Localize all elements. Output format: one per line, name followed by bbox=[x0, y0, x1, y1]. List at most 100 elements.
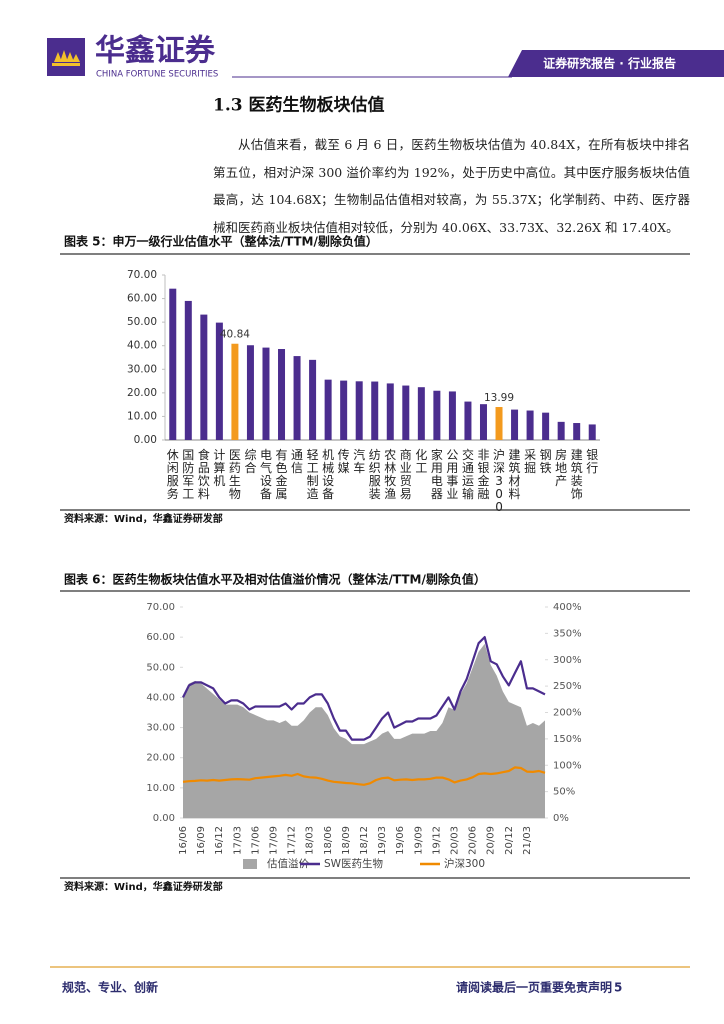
x-tick-label: 17/09 bbox=[269, 826, 280, 855]
logo-icon bbox=[54, 50, 80, 62]
x-tick-label: 纺织服装 bbox=[369, 448, 381, 501]
page-number: 5 bbox=[614, 981, 622, 995]
y-tick-label: 70.00 bbox=[127, 269, 157, 281]
x-tick-label: 采掘 bbox=[524, 448, 536, 475]
x-tick-label: 公用事业 bbox=[446, 448, 458, 501]
y-tick-label: 10.00 bbox=[146, 783, 175, 794]
x-tick-label: 传媒 bbox=[338, 447, 350, 475]
y-tick-label: 20.00 bbox=[127, 387, 157, 399]
y-tick-label: 60.00 bbox=[146, 632, 175, 643]
bar bbox=[557, 421, 565, 440]
bar bbox=[262, 347, 270, 440]
footer-disclaimer: 请阅读最后一页重要免责声明 bbox=[456, 980, 612, 995]
header-band bbox=[508, 50, 724, 77]
bar bbox=[526, 410, 534, 440]
bar bbox=[309, 359, 317, 440]
x-tick-label: 银行 bbox=[586, 448, 598, 475]
y-tick-label: 40.00 bbox=[127, 340, 157, 352]
x-tick-label: 20/09 bbox=[486, 826, 497, 855]
x-tick-label: 建筑装饰 bbox=[571, 448, 583, 501]
area bbox=[183, 643, 545, 818]
y-tick-label: 50.00 bbox=[127, 316, 157, 328]
x-tick-label: 19/03 bbox=[377, 826, 388, 855]
y-tick-label: 30.00 bbox=[146, 723, 175, 734]
y-tick-label: 50.00 bbox=[146, 662, 175, 673]
x-tick-label: 18/12 bbox=[359, 826, 370, 855]
bar bbox=[448, 391, 456, 440]
y-tick-label: 0.00 bbox=[153, 813, 175, 824]
y-tick-label: 60.00 bbox=[127, 293, 157, 305]
x-tick-label: 交通运输 bbox=[462, 447, 474, 501]
bar bbox=[246, 345, 254, 440]
footer-slogan: 规范、专业、创新 bbox=[62, 980, 158, 995]
bar bbox=[402, 385, 410, 440]
legend-label: 沪深300 bbox=[444, 857, 485, 870]
section-heading: 1.3 医药生物板块估值 bbox=[213, 95, 385, 116]
x-tick-label: 20/03 bbox=[450, 826, 461, 855]
y-tick-label: 70.00 bbox=[146, 602, 175, 613]
data-label: 13.99 bbox=[484, 392, 514, 404]
x-tick-label: 19/06 bbox=[395, 826, 406, 855]
x-tick-label: 16/06 bbox=[178, 826, 189, 855]
x-tick-label: 综合 bbox=[244, 448, 256, 475]
legend-swatch bbox=[243, 859, 257, 869]
logo-base bbox=[52, 63, 80, 66]
x-tick-label: 21/03 bbox=[522, 826, 533, 855]
bar bbox=[386, 383, 394, 440]
x-tick-label: 轻工制造 bbox=[307, 448, 319, 501]
y-tick-label: 40.00 bbox=[146, 692, 175, 703]
bar bbox=[340, 380, 348, 440]
y2-tick-label: 300% bbox=[553, 655, 582, 666]
y-tick-label: 0.00 bbox=[134, 434, 157, 446]
line bbox=[182, 635, 546, 741]
y2-tick-label: 100% bbox=[553, 760, 582, 771]
figure-title: 图表 6：医药生物板块估值水平及相对估值溢价情况（整体法/TTM/剔除负值） bbox=[64, 572, 486, 587]
y2-tick-label: 250% bbox=[553, 681, 582, 692]
x-tick-label: 16/12 bbox=[214, 826, 225, 855]
company-name-en: CHINA FORTUNE SECURITIES bbox=[96, 70, 218, 80]
figure-title: 图表 5：申万一级行业估值水平（整体法/TTM/剔除负值） bbox=[64, 234, 378, 249]
bar bbox=[231, 343, 239, 440]
bar bbox=[433, 390, 441, 440]
bar bbox=[355, 381, 363, 440]
y2-tick-label: 50% bbox=[553, 787, 575, 798]
legend-label: SW医药生物 bbox=[324, 857, 383, 870]
y2-tick-label: 0% bbox=[553, 813, 569, 824]
x-tick-label: 20/06 bbox=[468, 826, 479, 855]
x-tick-label: 沪深 3 0 0 bbox=[493, 448, 505, 514]
figure-source: 资料来源：Wind，华鑫证券研发部 bbox=[64, 512, 223, 525]
x-tick-label: 国防军工 bbox=[182, 448, 194, 501]
x-tick-label: 房地产 bbox=[555, 447, 567, 488]
bar bbox=[200, 314, 208, 440]
bar bbox=[417, 387, 425, 440]
x-tick-label: 18/03 bbox=[305, 826, 316, 855]
x-tick-label: 建筑材料 bbox=[509, 448, 521, 501]
bar bbox=[184, 300, 192, 440]
y2-tick-label: 350% bbox=[553, 628, 582, 639]
x-tick-label: 农林牧渔 bbox=[384, 448, 396, 501]
bar bbox=[511, 409, 519, 440]
bar bbox=[479, 404, 487, 440]
x-tick-label: 计算机 bbox=[213, 448, 225, 488]
x-tick-label: 通信 bbox=[291, 448, 303, 475]
x-tick-label: 18/06 bbox=[323, 826, 334, 855]
bar bbox=[573, 423, 581, 440]
y2-tick-label: 150% bbox=[553, 734, 582, 745]
bar bbox=[278, 349, 286, 440]
y-tick-label: 10.00 bbox=[127, 410, 157, 422]
body-paragraph: 从估值来看，截至 6 月 6 日，医药生物板块估值为 40.84X，在所有板块中… bbox=[213, 137, 690, 235]
bar bbox=[588, 424, 596, 440]
bar bbox=[371, 381, 379, 440]
y-tick-label: 20.00 bbox=[146, 753, 175, 764]
line bbox=[182, 766, 546, 786]
x-tick-label: 20/12 bbox=[504, 826, 515, 855]
x-tick-label: 机械设备 bbox=[322, 448, 334, 501]
report-type: 证券研究报告 · 行业报告 bbox=[543, 56, 676, 71]
x-tick-label: 商业贸易 bbox=[400, 447, 412, 501]
bar bbox=[542, 412, 550, 440]
data-label: 40.84 bbox=[220, 329, 250, 341]
x-tick-label: 17/03 bbox=[232, 826, 243, 855]
x-tick-label: 休闲服务 bbox=[167, 448, 179, 501]
bar bbox=[464, 401, 472, 440]
x-tick-label: 17/06 bbox=[250, 826, 261, 855]
